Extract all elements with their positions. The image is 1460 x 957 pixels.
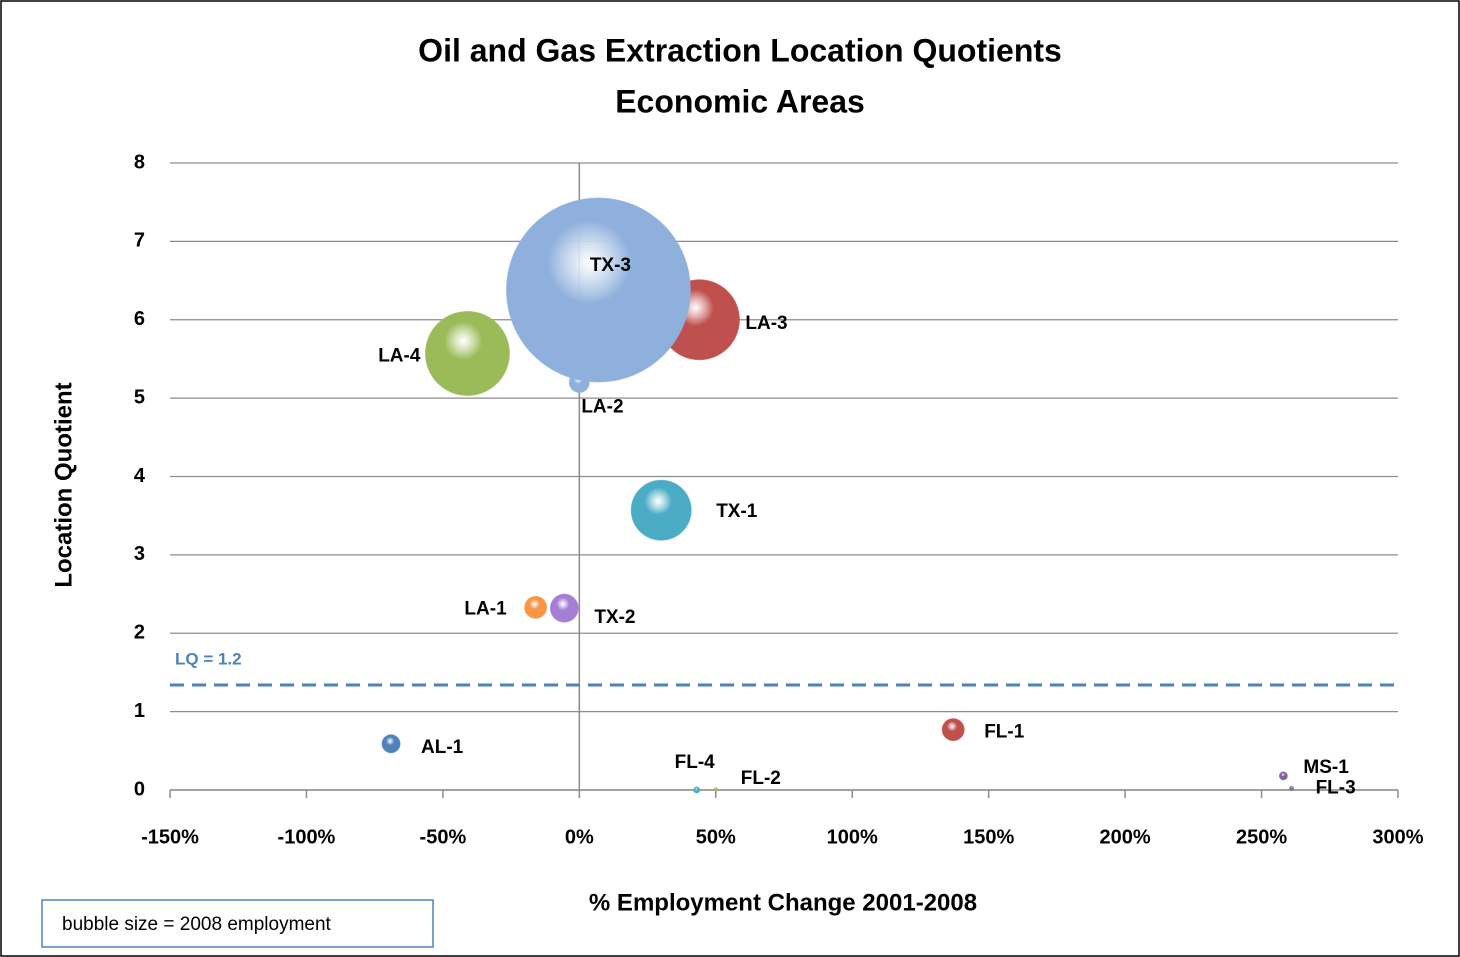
y-tick-label: 0 bbox=[134, 778, 145, 800]
bubble bbox=[524, 595, 548, 619]
note-box bbox=[41, 899, 434, 948]
bubble-label: FL-4 bbox=[675, 752, 716, 773]
x-tick-label: 50% bbox=[696, 826, 736, 848]
chart-title: Oil and Gas Extraction Location Quotient… bbox=[418, 32, 1062, 68]
x-tick-label: 150% bbox=[963, 826, 1014, 848]
y-tick-label: 8 bbox=[134, 151, 145, 173]
bubble-label: FL-3 bbox=[1316, 777, 1356, 798]
bubble bbox=[941, 718, 965, 742]
y-tick-label: 6 bbox=[134, 308, 145, 330]
bubble bbox=[1289, 785, 1295, 791]
bubble-label: LA-4 bbox=[378, 345, 421, 366]
bubble-label: LA-1 bbox=[464, 598, 507, 619]
x-tick-label: 0% bbox=[565, 826, 594, 848]
note: bubble size = 2008 employment bbox=[62, 914, 332, 935]
bubble bbox=[505, 197, 691, 383]
x-tick-label: 250% bbox=[1236, 826, 1287, 848]
y-tick-label: 3 bbox=[134, 543, 145, 565]
bubble bbox=[713, 787, 718, 792]
bubble-label: AL-1 bbox=[421, 737, 464, 758]
y-tick-label: 2 bbox=[134, 622, 145, 644]
bubble bbox=[1278, 771, 1288, 781]
x-axis-title: % Employment Change 2001-2008 bbox=[589, 889, 977, 916]
bubble-label: FL-2 bbox=[741, 768, 781, 789]
x-tick-label: -150% bbox=[141, 826, 199, 848]
bubble bbox=[381, 734, 401, 754]
bubble-label: TX-2 bbox=[594, 607, 635, 628]
y-tick-label: 4 bbox=[134, 465, 146, 487]
chart-subtitle: Economic Areas bbox=[615, 83, 865, 119]
bubble bbox=[424, 310, 510, 396]
bubble-label: MS-1 bbox=[1303, 757, 1349, 778]
x-tick-label: 300% bbox=[1372, 826, 1423, 848]
reference-label: LQ = 1.2 bbox=[175, 649, 242, 668]
x-tick-label: 100% bbox=[827, 826, 878, 848]
x-tick-label: -100% bbox=[278, 826, 336, 848]
x-tick-label: 200% bbox=[1100, 826, 1151, 848]
bubble-label: LA-3 bbox=[745, 313, 787, 334]
y-tick-label: 7 bbox=[134, 230, 145, 252]
bubble-label: LA-2 bbox=[581, 396, 623, 417]
bubble-label: FL-1 bbox=[984, 722, 1025, 743]
y-tick-label: 5 bbox=[134, 386, 145, 408]
bubble-label: TX-1 bbox=[716, 501, 758, 522]
bubble-label: TX-3 bbox=[590, 255, 631, 276]
y-tick-label: 1 bbox=[134, 700, 145, 722]
bubble bbox=[630, 479, 692, 541]
y-axis-title: Location Quotient bbox=[50, 382, 77, 587]
bubble bbox=[693, 786, 701, 794]
x-tick-label: -50% bbox=[420, 826, 467, 848]
bubble bbox=[549, 593, 579, 623]
